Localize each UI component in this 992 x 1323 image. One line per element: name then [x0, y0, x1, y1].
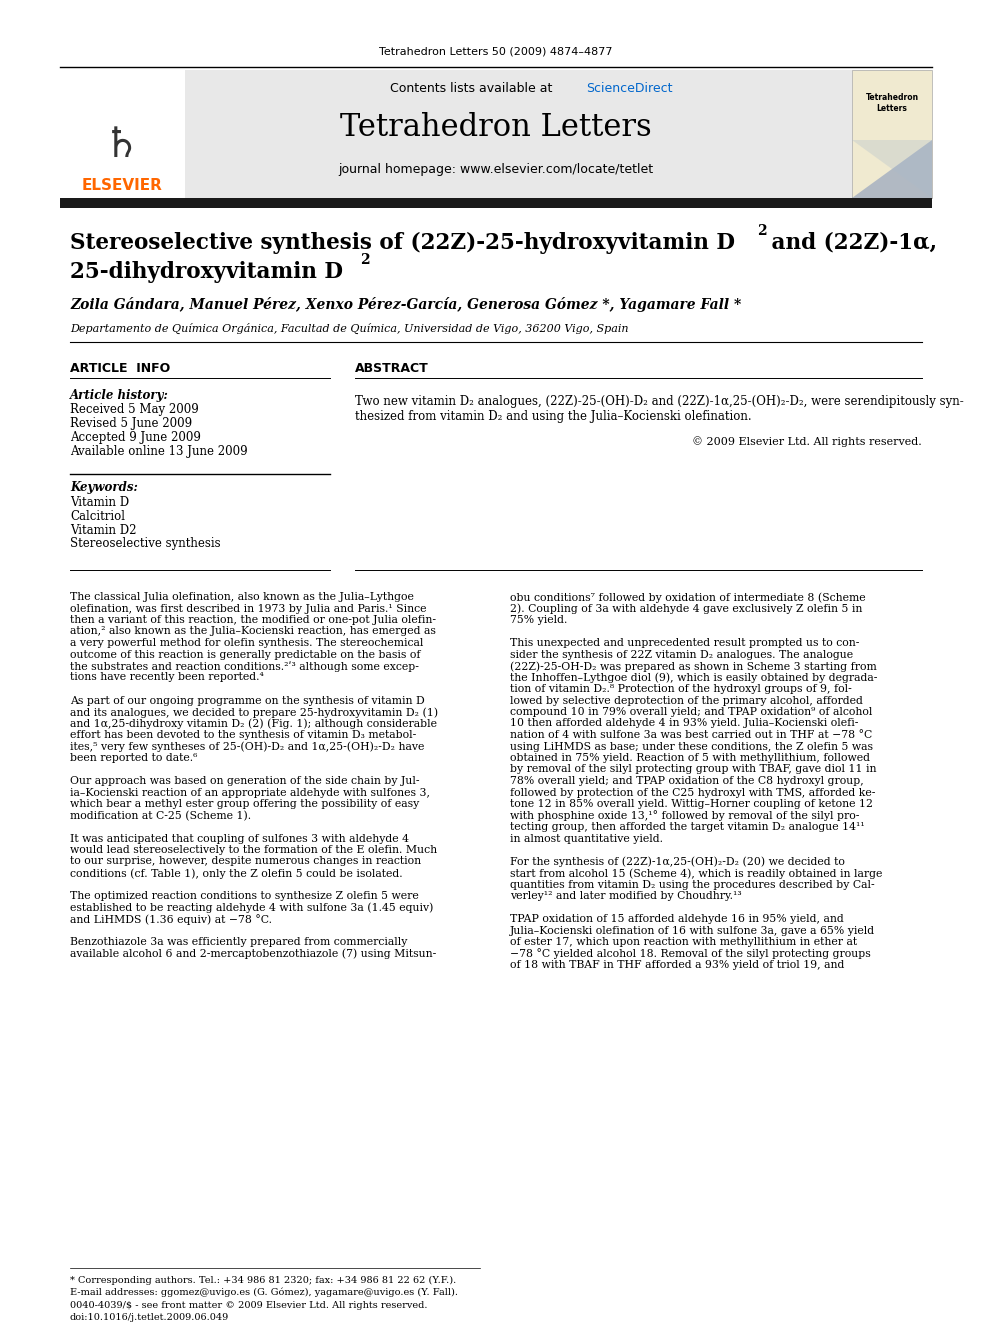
FancyBboxPatch shape [60, 70, 185, 198]
Text: It was anticipated that coupling of sulfones 3 with aldehyde 4: It was anticipated that coupling of sulf… [70, 833, 409, 844]
Text: Julia–Kocienski olefination of 16 with sulfone 3a, gave a 65% yield: Julia–Kocienski olefination of 16 with s… [510, 926, 875, 935]
Text: available alcohol 6 and 2-mercaptobenzothiazole (7) using Mitsun-: available alcohol 6 and 2-mercaptobenzot… [70, 949, 436, 959]
Text: the substrates and reaction conditions.²ʹ³ although some excep-: the substrates and reaction conditions.²… [70, 662, 419, 672]
Text: For the synthesis of (22Z)-1α,25-(OH)₂-D₂ (20) we decided to: For the synthesis of (22Z)-1α,25-(OH)₂-D… [510, 856, 845, 867]
Text: conditions (cf. Table 1), only the Z olefin 5 could be isolated.: conditions (cf. Table 1), only the Z ole… [70, 868, 403, 878]
Text: which bear a methyl ester group offering the possibility of easy: which bear a methyl ester group offering… [70, 799, 420, 808]
Text: in almost quantitative yield.: in almost quantitative yield. [510, 833, 663, 844]
Text: and its analogues, we decided to prepare 25-hydroxyvitamin D₂ (1): and its analogues, we decided to prepare… [70, 706, 438, 717]
Text: −78 °C yielded alcohol 18. Removal of the silyl protecting groups: −78 °C yielded alcohol 18. Removal of th… [510, 949, 871, 959]
Text: tone 12 in 85% overall yield. Wittig–Horner coupling of ketone 12: tone 12 in 85% overall yield. Wittig–Hor… [510, 799, 873, 808]
Text: Revised 5 June 2009: Revised 5 June 2009 [70, 418, 192, 430]
Text: Vitamin D: Vitamin D [70, 496, 129, 508]
Text: followed by protection of the C25 hydroxyl with TMS, afforded ke-: followed by protection of the C25 hydrox… [510, 787, 875, 798]
Text: tion of vitamin D₂.⁸ Protection of the hydroxyl groups of 9, fol-: tion of vitamin D₂.⁸ Protection of the h… [510, 684, 852, 695]
Text: 10 then afforded aldehyde 4 in 93% yield. Julia–Kocienski olefi-: 10 then afforded aldehyde 4 in 93% yield… [510, 718, 858, 729]
Text: The classical Julia olefination, also known as the Julia–Lythgoe: The classical Julia olefination, also kn… [70, 591, 414, 602]
Text: 78% overall yield; and TPAP oxidation of the C8 hydroxyl group,: 78% overall yield; and TPAP oxidation of… [510, 777, 864, 786]
Text: Available online 13 June 2009: Available online 13 June 2009 [70, 446, 248, 459]
Text: lowed by selective deprotection of the primary alcohol, afforded: lowed by selective deprotection of the p… [510, 696, 863, 705]
Text: olefination, was first described in 1973 by Julia and Paris.¹ Since: olefination, was first described in 1973… [70, 603, 427, 614]
Text: This unexpected and unprecedented result prompted us to con-: This unexpected and unprecedented result… [510, 638, 859, 648]
Text: verley¹² and later modified by Choudhry.¹³: verley¹² and later modified by Choudhry.… [510, 890, 742, 901]
Text: to our surprise, however, despite numerous changes in reaction: to our surprise, however, despite numero… [70, 856, 422, 867]
Text: sider the synthesis of 22Z vitamin D₂ analogues. The analogue: sider the synthesis of 22Z vitamin D₂ an… [510, 650, 853, 659]
Text: ARTICLE  INFO: ARTICLE INFO [70, 361, 171, 374]
Text: Departamento de Química Orgánica, Facultad de Química, Universidad de Vigo, 3620: Departamento de Química Orgánica, Facult… [70, 323, 629, 333]
Text: Tetrahedron
Letters: Tetrahedron Letters [865, 93, 919, 112]
Text: and 1α,25-dihydroxy vitamin D₂ (2) (Fig. 1); although considerable: and 1α,25-dihydroxy vitamin D₂ (2) (Fig.… [70, 718, 437, 729]
Text: journal homepage: www.elsevier.com/locate/tetlet: journal homepage: www.elsevier.com/locat… [338, 164, 654, 176]
Text: Accepted 9 June 2009: Accepted 9 June 2009 [70, 431, 200, 445]
Text: nation of 4 with sulfone 3a was best carried out in THF at −78 °C: nation of 4 with sulfone 3a was best car… [510, 730, 872, 740]
Text: * Corresponding authors. Tel.: +34 986 81 2320; fax: +34 986 81 22 62 (Y.F.).: * Corresponding authors. Tel.: +34 986 8… [70, 1275, 456, 1285]
Polygon shape [852, 140, 932, 198]
Text: tecting group, then afforded the target vitamin D₂ analogue 14¹¹: tecting group, then afforded the target … [510, 822, 865, 832]
Text: As part of our ongoing programme on the synthesis of vitamin D: As part of our ongoing programme on the … [70, 696, 425, 705]
Text: Two new vitamin D₂ analogues, (22Z)-25-(OH)-D₂ and (22Z)-1α,25-(OH)₂-D₂, were se: Two new vitamin D₂ analogues, (22Z)-25-(… [355, 396, 964, 423]
Text: 2). Coupling of 3a with aldehyde 4 gave exclusively Z olefin 5 in: 2). Coupling of 3a with aldehyde 4 gave … [510, 603, 862, 614]
Text: outcome of this reaction is generally predictable on the basis of: outcome of this reaction is generally pr… [70, 650, 421, 659]
Text: Tetrahedron Letters: Tetrahedron Letters [340, 111, 652, 143]
Text: ♄: ♄ [103, 124, 141, 165]
Text: modification at C-25 (Scheme 1).: modification at C-25 (Scheme 1). [70, 811, 251, 820]
Text: tions have recently been reported.⁴: tions have recently been reported.⁴ [70, 672, 264, 683]
Text: and LiHMDS (1.36 equiv) at −78 °C.: and LiHMDS (1.36 equiv) at −78 °C. [70, 914, 272, 925]
Text: of 18 with TBAF in THF afforded a 93% yield of triol 19, and: of 18 with TBAF in THF afforded a 93% yi… [510, 960, 844, 970]
Text: of ester 17, which upon reaction with methyllithium in ether at: of ester 17, which upon reaction with me… [510, 937, 857, 947]
FancyBboxPatch shape [852, 70, 932, 198]
Text: with phosphine oxide 13,¹° followed by removal of the silyl pro-: with phosphine oxide 13,¹° followed by r… [510, 811, 859, 822]
FancyBboxPatch shape [60, 70, 932, 198]
Text: and (22Z)-1α,: and (22Z)-1α, [764, 232, 937, 254]
Text: Zoila Gándara, Manuel Pérez, Xenxo Pérez-García, Generosa Gómez *, Yagamare Fall: Zoila Gándara, Manuel Pérez, Xenxo Pérez… [70, 298, 741, 312]
Text: using LiHMDS as base; under these conditions, the Z olefin 5 was: using LiHMDS as base; under these condit… [510, 741, 873, 751]
Text: Received 5 May 2009: Received 5 May 2009 [70, 404, 198, 417]
Text: Vitamin D2: Vitamin D2 [70, 524, 137, 537]
Text: would lead stereoselectively to the formation of the E olefin. Much: would lead stereoselectively to the form… [70, 845, 437, 855]
Text: Calcitriol: Calcitriol [70, 509, 125, 523]
Text: ELSEVIER: ELSEVIER [81, 177, 163, 193]
Text: ScienceDirect: ScienceDirect [586, 82, 673, 94]
Text: 2: 2 [360, 253, 370, 267]
Text: TPAP oxidation of 15 afforded aldehyde 16 in 95% yield, and: TPAP oxidation of 15 afforded aldehyde 1… [510, 914, 844, 923]
Text: Keywords:: Keywords: [70, 482, 138, 495]
Text: 25-dihydroxyvitamin D: 25-dihydroxyvitamin D [70, 261, 343, 283]
Text: by removal of the silyl protecting group with TBAF, gave diol 11 in: by removal of the silyl protecting group… [510, 765, 877, 774]
Text: quantities from vitamin D₂ using the procedures described by Cal-: quantities from vitamin D₂ using the pro… [510, 880, 875, 889]
Text: (22Z)-25-OH-D₂ was prepared as shown in Scheme 3 starting from: (22Z)-25-OH-D₂ was prepared as shown in … [510, 662, 877, 672]
Text: Stereoselective synthesis of (22Z)-25-hydroxyvitamin D: Stereoselective synthesis of (22Z)-25-hy… [70, 232, 735, 254]
Text: Article history:: Article history: [70, 389, 169, 401]
Text: Contents lists available at: Contents lists available at [390, 82, 557, 94]
FancyBboxPatch shape [60, 198, 932, 208]
Text: ABSTRACT: ABSTRACT [355, 361, 429, 374]
Text: © 2009 Elsevier Ltd. All rights reserved.: © 2009 Elsevier Ltd. All rights reserved… [692, 437, 922, 447]
Text: 75% yield.: 75% yield. [510, 615, 567, 624]
Text: Tetrahedron Letters 50 (2009) 4874–4877: Tetrahedron Letters 50 (2009) 4874–4877 [379, 48, 613, 57]
Text: Benzothiazole 3a was efficiently prepared from commercially: Benzothiazole 3a was efficiently prepare… [70, 937, 408, 947]
Text: compound 10 in 79% overall yield; and TPAP oxidation⁹ of alcohol: compound 10 in 79% overall yield; and TP… [510, 706, 872, 717]
Text: effort has been devoted to the synthesis of vitamin D₃ metabol-: effort has been devoted to the synthesis… [70, 730, 417, 740]
Text: been reported to date.⁶: been reported to date.⁶ [70, 753, 197, 763]
Text: ation,² also known as the Julia–Kocienski reaction, has emerged as: ation,² also known as the Julia–Kociensk… [70, 627, 435, 636]
Text: ia–Kocienski reaction of an appropriate aldehyde with sulfones 3,: ia–Kocienski reaction of an appropriate … [70, 787, 430, 798]
Text: Our approach was based on generation of the side chain by Jul-: Our approach was based on generation of … [70, 777, 420, 786]
Polygon shape [852, 140, 932, 198]
Text: then a variant of this reaction, the modified or one-pot Julia olefin-: then a variant of this reaction, the mod… [70, 615, 436, 624]
Text: established to be reacting aldehyde 4 with sulfone 3a (1.45 equiv): established to be reacting aldehyde 4 wi… [70, 902, 434, 913]
Text: start from alcohol 15 (Scheme 4), which is readily obtained in large: start from alcohol 15 (Scheme 4), which … [510, 868, 882, 878]
Text: obtained in 75% yield. Reaction of 5 with methyllithium, followed: obtained in 75% yield. Reaction of 5 wit… [510, 753, 870, 763]
Text: doi:10.1016/j.tetlet.2009.06.049: doi:10.1016/j.tetlet.2009.06.049 [70, 1312, 229, 1322]
Text: 0040-4039/$ - see front matter © 2009 Elsevier Ltd. All rights reserved.: 0040-4039/$ - see front matter © 2009 El… [70, 1302, 428, 1311]
Text: The optimized reaction conditions to synthesize Z olefin 5 were: The optimized reaction conditions to syn… [70, 890, 419, 901]
Text: E-mail addresses: ggomez@uvigo.es (G. Gómez), yagamare@uvigo.es (Y. Fall).: E-mail addresses: ggomez@uvigo.es (G. Gó… [70, 1287, 458, 1297]
Text: Stereoselective synthesis: Stereoselective synthesis [70, 537, 220, 550]
Text: a very powerful method for olefin synthesis. The stereochemical: a very powerful method for olefin synthe… [70, 638, 424, 648]
Text: obu conditions⁷ followed by oxidation of intermediate 8 (Scheme: obu conditions⁷ followed by oxidation of… [510, 591, 866, 602]
Text: the Inhoffen–Lythgoe diol (9), which is easily obtained by degrada-: the Inhoffen–Lythgoe diol (9), which is … [510, 672, 877, 683]
Text: ites,⁵ very few syntheses of 25-(OH)-D₂ and 1α,25-(OH)₂-D₂ have: ites,⁵ very few syntheses of 25-(OH)-D₂ … [70, 741, 425, 751]
Text: 2: 2 [757, 224, 767, 238]
